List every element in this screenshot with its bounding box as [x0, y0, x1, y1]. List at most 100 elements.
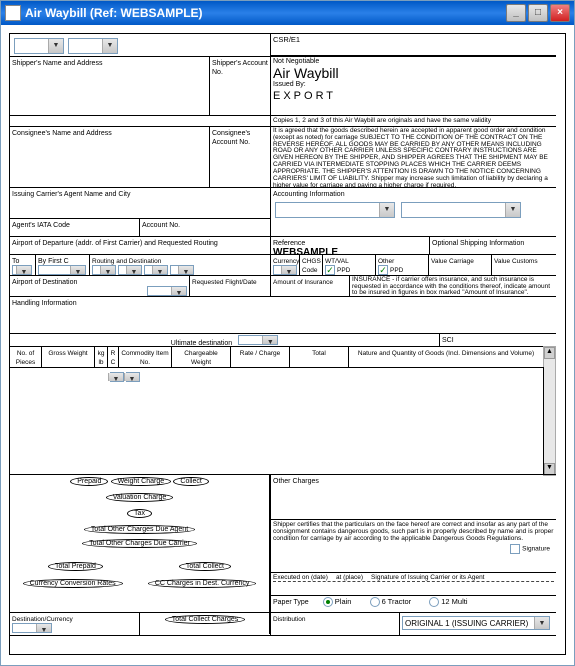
iata-cell: Agent's IATA Code — [10, 218, 140, 237]
top-dropdown-1[interactable] — [14, 38, 64, 54]
tractor-radio[interactable] — [370, 597, 380, 607]
consignee-name-cell: Consignee's Name and Address — [10, 126, 210, 188]
titlebar: Air Waybill (Ref: WEBSAMPLE) _ □ × — [1, 1, 574, 25]
tax-oval: Tax — [127, 509, 152, 518]
exec-cell: Executed on (date) at (place) Signature … — [270, 572, 556, 596]
acct-no-cell: Account No. — [139, 218, 271, 237]
goods-dd-2[interactable] — [126, 372, 140, 382]
other-charges-label: Other Charges — [273, 478, 319, 485]
routing-cell: Routing and Destination — [89, 254, 271, 276]
tot-carrier-oval: Total Other Charges Due Carrier — [82, 539, 197, 548]
routing-dd-3[interactable] — [144, 265, 168, 275]
val-carr-cell: Value Carriage — [428, 254, 492, 276]
close-button[interactable]: × — [550, 4, 570, 22]
kg-hdr: kg lb — [94, 346, 108, 368]
reference-cell: Reference WEBSAMPLE — [270, 236, 430, 255]
ppd-label-1: PPD — [337, 267, 350, 274]
wtval-label: WT/VAL — [325, 258, 349, 265]
paper-cell: Paper Type Plain 6 Tractor 12 Multi — [270, 595, 556, 613]
total-hdr: Total — [289, 346, 349, 368]
currency-cell: Currency — [270, 254, 300, 276]
by-first-label: By First C — [38, 258, 69, 265]
ppd-check-2[interactable] — [378, 265, 388, 275]
wtval-cell: WT/VAL PPD COL — [322, 254, 376, 276]
to-dd[interactable] — [12, 265, 32, 275]
accounting-dd-2[interactable] — [401, 202, 521, 218]
signature-check[interactable] — [510, 544, 520, 554]
gross-hdr: Gross Weight — [41, 346, 95, 368]
prepaid-oval: Prepaid — [70, 477, 108, 486]
routing-label: Routing and Destination — [92, 258, 161, 265]
airport-dest-dd[interactable] — [147, 286, 187, 296]
tot-collect-oval: Total Collect — [179, 562, 231, 571]
to-label: To — [12, 258, 19, 265]
req-flight-cell: Requested Flight/Date — [189, 275, 271, 297]
routing-dd-1[interactable] — [92, 265, 116, 275]
airport-dest-label: Airport of Destination — [12, 279, 77, 286]
goods-body[interactable] — [10, 367, 544, 475]
accounting-dd-1[interactable] — [275, 202, 395, 218]
routing-dd-4[interactable] — [170, 265, 194, 275]
shipper-name-label: Shipper's Name and Address — [12, 60, 102, 67]
original-dd[interactable]: ORIGINAL 1 (ISSUING CARRIER) — [402, 616, 550, 630]
sci-label: SCI — [442, 337, 454, 344]
paper-label: Paper Type — [273, 599, 309, 606]
app-icon — [5, 5, 21, 21]
dest-curr-label: Destination/Currency — [12, 616, 73, 623]
ppd-check-1[interactable] — [325, 265, 335, 275]
minimize-button[interactable]: _ — [506, 4, 526, 22]
sig-issuing-label: Signature of Issuing Carrier or its Agen… — [371, 574, 484, 581]
csr-label: CSR/E1 — [273, 35, 300, 44]
issued-by-label: Issued By: — [273, 81, 554, 88]
other-charges-cell: Other Charges — [270, 474, 556, 520]
amt-ins-cell: Amount of Insurance — [270, 275, 350, 297]
routing-dd-2[interactable] — [118, 265, 142, 275]
export-logo: EXPORT — [273, 90, 554, 102]
reference-label: Reference — [273, 240, 305, 247]
collect-oval: Collect — [173, 477, 208, 486]
comm-hdr: Commodity Item No. — [118, 346, 172, 368]
ult-dest-dd[interactable] — [238, 335, 278, 345]
dest-curr-dd[interactable] — [12, 623, 52, 633]
opt-ship-cell: Optional Shipping Information — [429, 236, 556, 255]
currency-dd[interactable] — [273, 265, 297, 275]
plain-radio[interactable] — [323, 597, 333, 607]
awb-header-cell: Not Negotiable Air Waybill Issued By: EX… — [270, 56, 556, 116]
other-cell: Other PPD — [375, 254, 429, 276]
to-cell: To — [10, 254, 36, 276]
agreed-cell: It is agreed that the goods described he… — [270, 126, 556, 188]
shipper-cert-cell: Shipper certifies that the particulars o… — [270, 519, 556, 573]
ult-dest-cell: Ultimate destination — [10, 333, 440, 347]
goods-scrollbar[interactable]: ▲ ▼ — [543, 346, 556, 476]
top-dropdown-2[interactable] — [68, 38, 118, 54]
chgs-cell: CHGS Code — [299, 254, 323, 276]
awb-title: Air Waybill — [273, 65, 554, 81]
csr-cell: CSR/E1 — [270, 34, 556, 56]
val-carr-label: Value Carriage — [431, 258, 474, 265]
pieces-hdr: No. of Pieces RCP — [10, 346, 42, 368]
goods-dd-1[interactable] — [110, 372, 124, 382]
airport-dest-cell: Airport of Destination — [10, 275, 190, 297]
accounting-label: Accounting Information — [273, 191, 345, 198]
curr-rates-oval: Currency Conversion Rates — [23, 579, 123, 588]
multi-radio[interactable] — [429, 597, 439, 607]
acct-no-label: Account No. — [142, 222, 180, 229]
by-first-dd[interactable] — [38, 265, 86, 275]
at-place-label: at (place) — [336, 574, 363, 581]
rate-hdr: Rate / Charge — [230, 346, 290, 368]
by-first-cell: By First C — [35, 254, 90, 276]
multi-label: 12 Multi — [441, 597, 467, 606]
consignee-name-label: Consignee's Name and Address — [12, 130, 112, 137]
chgwt-hdr: Chargeable Weight — [171, 346, 231, 368]
maximize-button[interactable]: □ — [528, 4, 548, 22]
content-area: CSR/E1 Shipper's Name and Address Shippe… — [1, 25, 574, 665]
tot-agent-oval: Total Other Charges Due Agent — [84, 525, 195, 534]
signature-label: Signature — [522, 546, 550, 553]
issuing-agent-label: Issuing Carrier's Agent Name and City — [12, 191, 130, 198]
cc-dest-oval: CC Charges in Dest. Currency — [148, 579, 257, 588]
window: Air Waybill (Ref: WEBSAMPLE) _ □ × CSR/E… — [0, 0, 575, 666]
chgs-label: CHGS Code — [302, 258, 321, 274]
wt-charge-oval: Weight Charge — [111, 477, 172, 486]
window-title: Air Waybill (Ref: WEBSAMPLE) — [25, 6, 506, 20]
dest-curr-cell: Destination/Currency — [10, 612, 140, 636]
